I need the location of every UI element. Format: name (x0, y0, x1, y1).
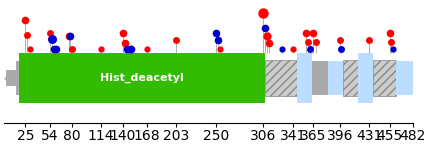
Bar (19, 53, 265, 103)
Bar (343, 60, 359, 96)
Bar (359, 53, 373, 103)
Bar (16, 61, 19, 95)
Text: Hist_deacetyl: Hist_deacetyl (101, 73, 184, 83)
Bar (297, 53, 312, 103)
Bar (328, 61, 343, 95)
Bar (396, 61, 413, 95)
Bar (312, 61, 328, 95)
Bar (265, 60, 297, 96)
Bar (373, 60, 396, 96)
Bar (6, 70, 16, 86)
